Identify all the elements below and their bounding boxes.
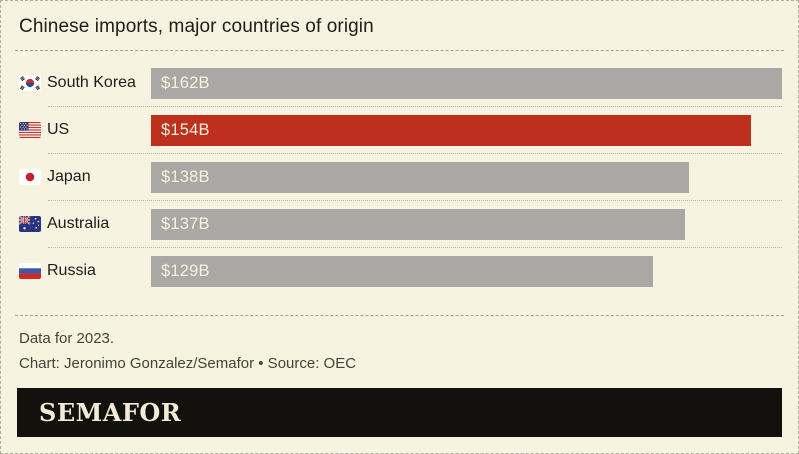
chart-title: Chinese imports, major countries of orig… (19, 16, 374, 37)
bar-track: $138B (151, 161, 782, 193)
footer-divider (15, 315, 784, 316)
row-separator (48, 106, 782, 107)
chart-row-australia: Australia $137B (19, 201, 782, 247)
bar-russia: $129B (151, 255, 654, 287)
bar-chart: South Korea $162B (1, 51, 798, 315)
bar-value-label: $162B (161, 73, 210, 92)
footer: Data for 2023. Chart: Jeronimo Gonzalez/… (1, 316, 798, 384)
country-label: Japan (47, 168, 91, 185)
chart-bottom-padding (19, 294, 782, 315)
bar-value-label: $138B (161, 167, 210, 186)
title-divider (15, 50, 784, 51)
footer-credit: Chart: Jeronimo Gonzalez/Semafor • Sourc… (19, 355, 357, 372)
country-label: South Korea (47, 74, 136, 91)
bar-track: $137B (151, 208, 782, 240)
flag-south-korea-icon (19, 75, 41, 91)
chart-row-us: US $154B (19, 107, 782, 153)
bar-track: $154B (151, 114, 782, 146)
flag-us-icon (19, 122, 41, 138)
bar-value-label: $137B (161, 214, 210, 233)
country-label: US (47, 121, 70, 138)
bar-south-korea: $162B (151, 67, 782, 99)
country-label: Australia (47, 215, 110, 232)
row-separator (48, 247, 782, 248)
bar-value-label: $154B (161, 120, 210, 139)
bar-us: $154B (151, 114, 751, 146)
semafor-logo: SEMAFOR (39, 398, 182, 427)
flag-russia-icon (19, 263, 41, 279)
row-separator (48, 153, 782, 154)
bar-japan: $138B (151, 161, 689, 193)
flag-australia-icon (19, 216, 41, 232)
flag-japan-icon (19, 169, 41, 185)
bar-value-label: $129B (161, 261, 210, 280)
country-label: Russia (47, 262, 96, 279)
bar-australia: $137B (151, 208, 685, 240)
chart-row-russia: Russia $129B (19, 248, 782, 294)
footer-note: Data for 2023. (19, 330, 115, 347)
row-separator (48, 200, 782, 201)
bar-track: $162B (151, 67, 782, 99)
chart-row-south-korea: South Korea $162B (19, 60, 782, 106)
chart-row-japan: Japan $138B (19, 154, 782, 200)
semafor-logo-bar: SEMAFOR (17, 388, 782, 437)
title-block: Chinese imports, major countries of orig… (1, 1, 798, 50)
bar-track: $129B (151, 255, 782, 287)
